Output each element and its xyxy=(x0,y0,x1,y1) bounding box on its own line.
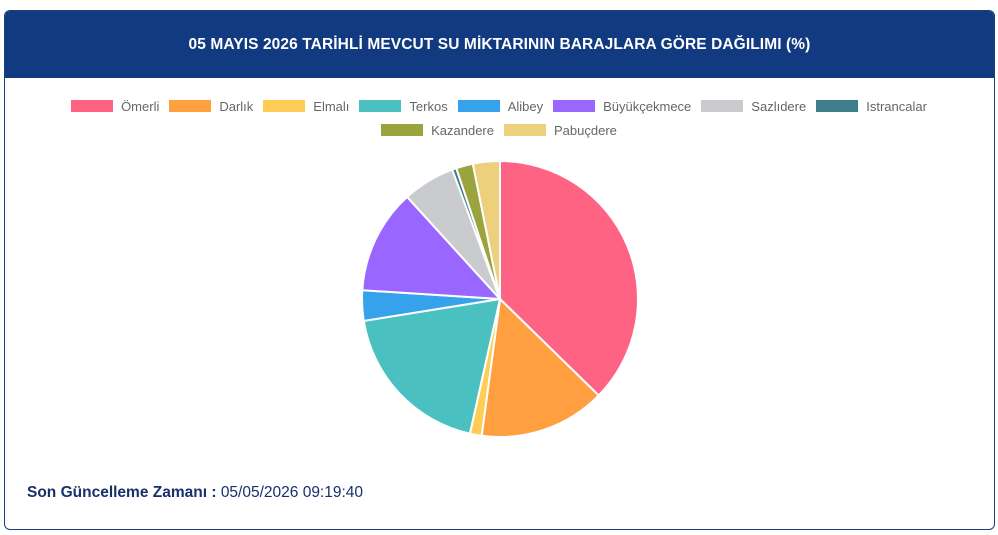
pie-slice[interactable] xyxy=(480,296,601,438)
pie-slice[interactable] xyxy=(362,297,502,435)
legend-row: Ömerli Darlık Elmalı Terkos Alibey Büyükçekme… xyxy=(0,97,998,115)
legend-label: Pabuçdere xyxy=(554,122,617,138)
legend-swatch xyxy=(701,100,744,112)
legend-label: Darlık xyxy=(219,98,254,114)
legend-item[interactable]: Istrancalar xyxy=(816,97,927,115)
legend-label: Kazandere xyxy=(431,122,494,138)
last-update: Son Güncelleme Zamanı : 05/05/2026 09:19… xyxy=(27,484,363,502)
legend-item[interactable]: Pabuçdere xyxy=(504,121,617,139)
legend-item[interactable]: Elmalı xyxy=(263,97,349,115)
legend-row: Kazandere Pabuçdere xyxy=(0,121,998,139)
legend-label: Terkos xyxy=(409,98,448,114)
legend-swatch xyxy=(263,100,306,112)
legend-label: Büyükçekmece xyxy=(603,98,692,114)
legend-swatch xyxy=(359,100,402,112)
legend-label: Alibey xyxy=(507,98,544,114)
pie-chart xyxy=(361,159,639,438)
legend-swatch xyxy=(381,124,424,136)
legend-item[interactable]: Sazlıdere xyxy=(701,97,806,115)
legend-swatch xyxy=(553,100,596,112)
legend-label: Ömerli xyxy=(121,98,160,114)
legend-swatch xyxy=(169,100,212,112)
legend-swatch xyxy=(816,100,859,112)
chart-header: 05 MAYIS 2026 TARİHLİ MEVCUT SU MİKTARIN… xyxy=(5,11,994,78)
chart-card: 05 MAYIS 2026 TARİHLİ MEVCUT SU MİKTARIN… xyxy=(4,10,995,530)
legend-item[interactable]: Darlık xyxy=(169,97,253,115)
legend-label: Sazlıdere xyxy=(751,98,807,114)
pie-slice[interactable] xyxy=(471,159,501,300)
last-update-label: Son Güncelleme Zamanı : xyxy=(27,484,217,501)
legend-item[interactable]: Alibey xyxy=(457,97,544,115)
legend-swatch xyxy=(457,100,500,112)
legend-swatch xyxy=(504,124,546,136)
chart-title: 05 MAYIS 2026 TARİHLİ MEVCUT SU MİKTARIN… xyxy=(188,35,811,53)
legend-item[interactable]: Ömerli xyxy=(71,97,159,115)
legend-label: Istrancalar xyxy=(866,98,927,114)
pie-slice[interactable] xyxy=(499,159,639,397)
last-update-value: 05/05/2026 09:19:40 xyxy=(220,484,364,501)
legend-item[interactable]: Terkos xyxy=(359,97,448,115)
pie-slice[interactable] xyxy=(361,195,503,301)
legend-item[interactable]: Kazandere xyxy=(381,121,494,139)
legend-swatch xyxy=(71,100,114,112)
chart-legend: Ömerli Darlık Elmalı Terkos Alibey Büyükçekme… xyxy=(0,97,998,145)
legend-label: Elmalı xyxy=(313,98,350,114)
legend-item[interactable]: Büyükçekmece xyxy=(553,97,691,115)
